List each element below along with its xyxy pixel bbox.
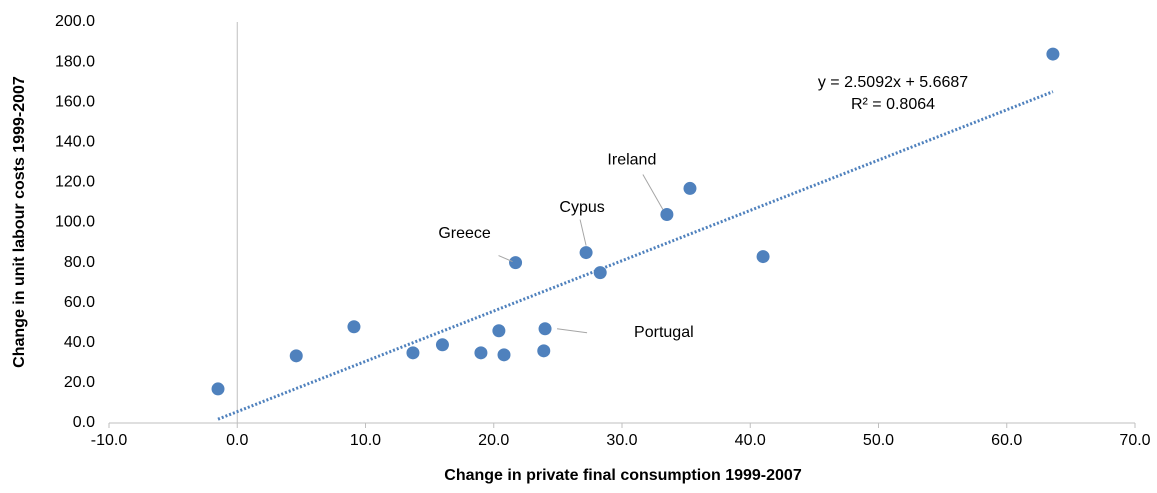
leader-line <box>579 219 587 246</box>
x-tick-label: 70.0 <box>1119 432 1150 449</box>
x-tick-label: 60.0 <box>991 432 1022 449</box>
y-axis-title: Change in unit labour costs 1999-2007 <box>11 76 28 368</box>
x-tick-label: -10.0 <box>91 432 128 449</box>
x-tick-label: 30.0 <box>606 432 637 449</box>
point <box>756 250 770 264</box>
y-tick-label: 60.0 <box>64 294 95 311</box>
y-tick-label: 120.0 <box>55 174 95 191</box>
y-tick-label: 80.0 <box>64 254 95 271</box>
x-axis-title: Change in private final consumption 1999… <box>444 467 802 484</box>
point <box>537 344 551 358</box>
point <box>593 266 607 280</box>
x-tick-label: 50.0 <box>863 432 894 449</box>
y-tick-label: 200.0 <box>55 13 95 30</box>
point <box>406 346 420 360</box>
trendline-equation: y = 2.5092x + 5.6687 <box>818 74 968 91</box>
point-label: Greece <box>438 225 491 242</box>
y-tick-label: 140.0 <box>55 134 95 151</box>
point <box>211 382 225 396</box>
point <box>289 349 303 363</box>
x-tick-label: 0.0 <box>226 432 248 449</box>
point-label: Portugal <box>634 324 694 341</box>
point <box>492 324 506 338</box>
point <box>435 338 449 352</box>
point <box>497 348 511 362</box>
y-tick-label: 180.0 <box>55 53 95 70</box>
y-tick-label: 40.0 <box>64 334 95 351</box>
point <box>579 246 593 260</box>
leader-line <box>498 255 513 263</box>
point <box>474 346 488 360</box>
trendline-r-squared: R² = 0.8064 <box>851 96 935 113</box>
point <box>538 322 552 336</box>
y-tick-label: 0.0 <box>73 414 95 431</box>
y-tick-label: 20.0 <box>64 374 95 391</box>
x-tick-label: 10.0 <box>350 432 381 449</box>
point <box>660 207 674 221</box>
trendline <box>217 90 1054 421</box>
point <box>347 320 361 334</box>
leader-line <box>642 174 664 210</box>
leader-line <box>556 328 588 334</box>
x-tick-label: 40.0 <box>735 432 766 449</box>
point <box>683 181 697 195</box>
point <box>509 256 523 270</box>
point-label: Ireland <box>607 152 656 169</box>
y-tick-label: 160.0 <box>55 93 95 110</box>
y-tick-label: 100.0 <box>55 214 95 231</box>
point <box>1046 47 1060 61</box>
x-tick-label: 20.0 <box>478 432 509 449</box>
point-label: Cypus <box>559 199 604 216</box>
